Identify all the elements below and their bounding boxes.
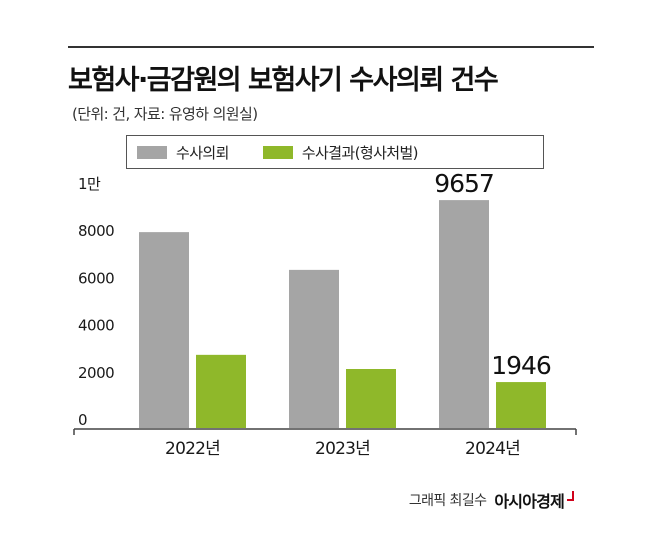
data-label-0: 9657 <box>434 169 494 198</box>
top-rule <box>68 46 594 48</box>
data-label-1: 1946 <box>491 351 551 380</box>
y-tick-label-2: 4000 <box>78 317 114 335</box>
credit-line: 그래픽 최길수 아시아경제 <box>409 488 574 512</box>
bar-series-2-0 <box>196 354 246 428</box>
y-tick-label-0: 0 <box>78 411 87 429</box>
chart-title: 보험사·금감원의 보험사기 수사의뢰 건수 <box>68 65 499 96</box>
y-tick-label-3: 6000 <box>78 269 114 287</box>
bar-series-2-1 <box>346 369 396 428</box>
bar-series-1-0 <box>139 232 189 428</box>
y-tick-label-1: 2000 <box>78 364 114 382</box>
graphic-credit: 그래픽 최길수 <box>408 493 487 509</box>
legend-label-series-1: 수사의뢰 <box>176 143 229 162</box>
legend-item-series-1: 수사의뢰 <box>137 142 229 163</box>
x-category-label-2: 2024년 <box>465 439 520 459</box>
x-category-label-0: 2022년 <box>165 439 220 459</box>
x-category-label-1: 2023년 <box>315 439 370 459</box>
bar-series-1-1 <box>289 269 339 428</box>
legend-swatch-series-1 <box>137 145 167 159</box>
legend-swatch-series-2 <box>262 145 293 159</box>
y-tick-label-5: 1만 <box>78 175 101 193</box>
brand-name: 아시아경제 <box>494 492 564 511</box>
y-tick-label-4: 8000 <box>78 222 114 240</box>
bar-series-1-2 <box>439 200 489 428</box>
legend: 수사의뢰 수사결과(형사처벌) <box>126 135 544 169</box>
bar-series-2-2 <box>496 382 546 428</box>
legend-item-series-2: 수사결과(형사처벌) <box>262 142 419 163</box>
chart-subtitle: (단위: 건, 자료: 유영하 의원실) <box>72 105 258 123</box>
brand-logo-mark <box>567 491 574 501</box>
legend-label-series-2: 수사결과(형사처벌) <box>301 143 419 162</box>
